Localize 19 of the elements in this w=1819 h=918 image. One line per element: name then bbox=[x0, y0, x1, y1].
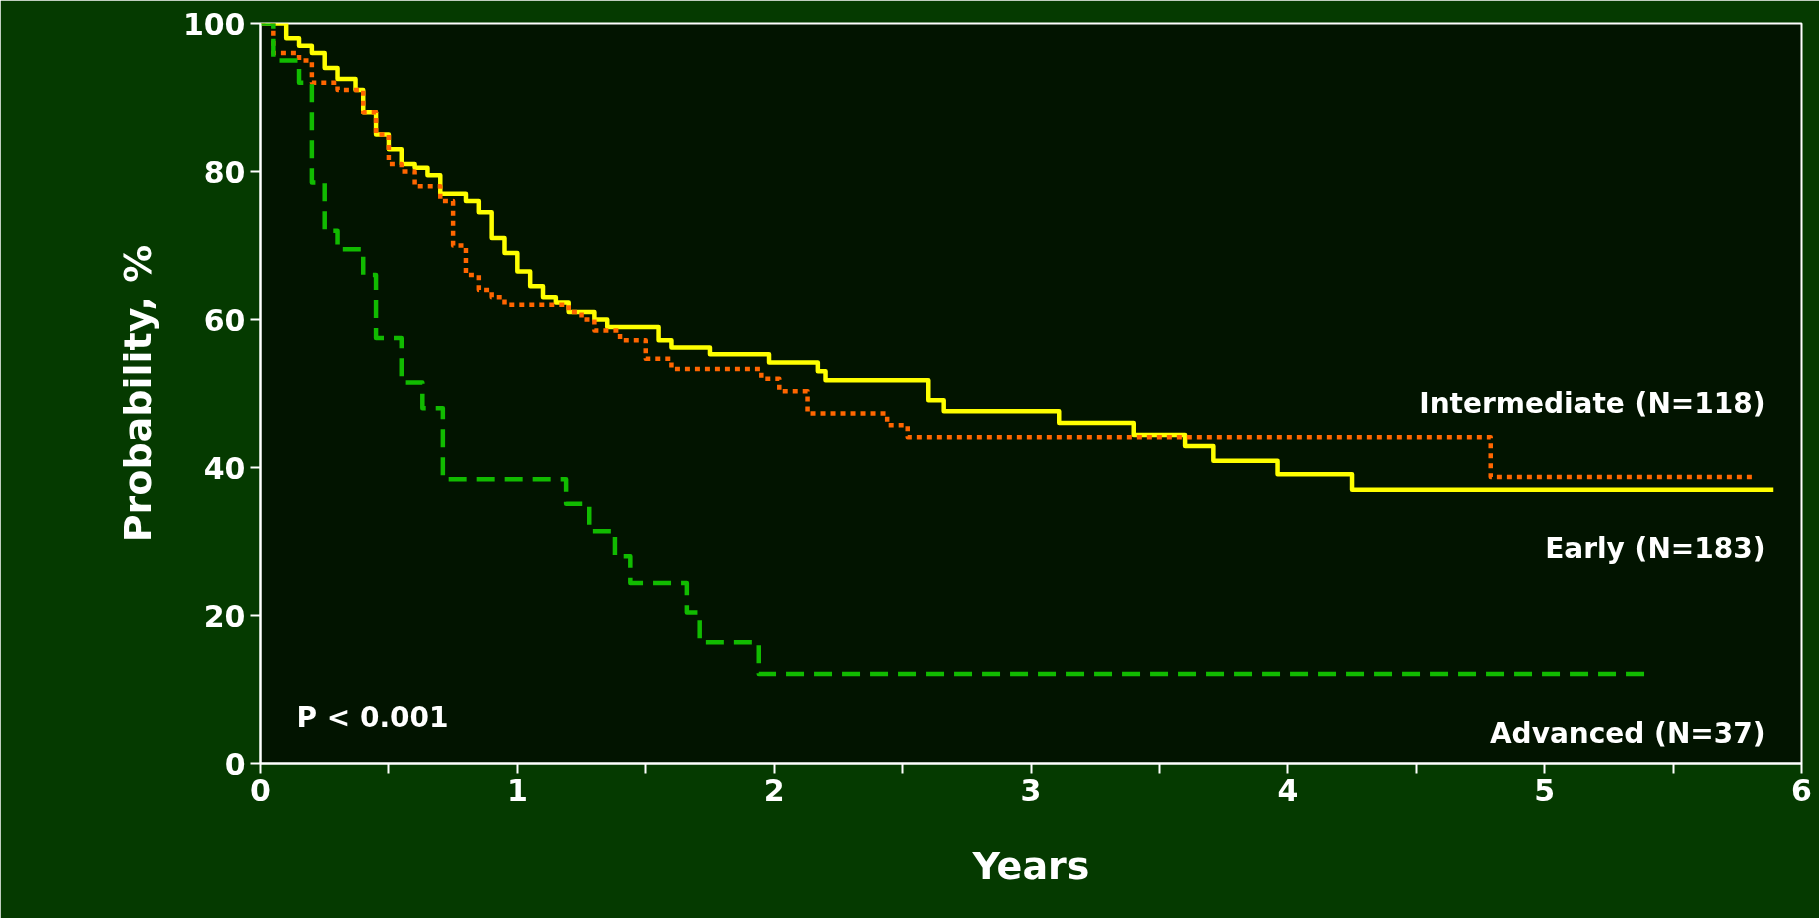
annotation: P < 0.001 bbox=[296, 700, 449, 734]
x-tick-label: 0 bbox=[250, 772, 271, 808]
x-tick-label: 2 bbox=[763, 772, 785, 808]
series-label: Advanced (N=37) bbox=[1489, 716, 1766, 750]
x-tick-label: 5 bbox=[1534, 772, 1556, 808]
y-tick-label: 100 bbox=[182, 6, 246, 42]
y-axis-title: Probability, % bbox=[115, 244, 160, 543]
x-tick-label: 1 bbox=[506, 772, 528, 808]
y-tick-label: 0 bbox=[224, 746, 246, 782]
x-tick-label: 3 bbox=[1020, 772, 1042, 808]
series-label: Intermediate (N=118) bbox=[1419, 386, 1766, 420]
y-tick-label: 60 bbox=[203, 302, 246, 338]
x-tick-label: 6 bbox=[1791, 772, 1812, 808]
x-tick-label: 4 bbox=[1277, 772, 1299, 808]
y-tick-label: 20 bbox=[203, 598, 246, 634]
series-label: Early (N=183) bbox=[1545, 532, 1766, 566]
x-axis-title: Years bbox=[971, 843, 1090, 888]
y-tick-label: 40 bbox=[203, 450, 246, 486]
y-tick-label: 80 bbox=[203, 154, 246, 190]
